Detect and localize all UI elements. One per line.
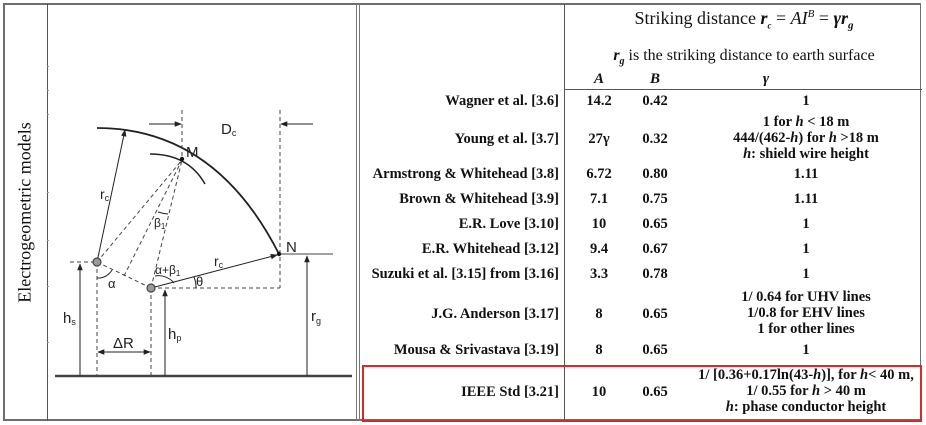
formula-rc: rc (760, 8, 772, 31)
value-b: 0.42 (642, 93, 668, 109)
value-b: 0.78 (642, 266, 668, 282)
value-gamma: 1 for h < 18 m 444/(462-h) for h >18 m h… (690, 114, 922, 162)
striking-arc-small (149, 153, 206, 185)
diagram-table-divider-inner (359, 4, 360, 421)
tick-mark (47, 286, 49, 287)
value-gamma: 1/ [0.36+0.17ln(43-h)], for h< 40 m, 1/ … (690, 367, 922, 415)
tick-mark (47, 192, 49, 193)
tick-mark (47, 66, 49, 67)
s-to-m-line (96, 159, 183, 263)
value-a: 9.4 (589, 241, 609, 257)
rc-arrow-phase (150, 253, 278, 289)
gamma-line: 444/(462-h) for h >18 m (733, 130, 879, 146)
side-label-text: Electrogeometric models (15, 122, 35, 303)
value-a: 6.72 (586, 166, 612, 182)
gamma-line: 1/ 0.55 for h > 40 m (746, 383, 866, 399)
value-gamma: 1/ 0.64 for UHV lines 1/0.8 for EHV line… (741, 289, 871, 337)
rc-arrow-shield (96, 129, 127, 263)
m-label: M (186, 144, 199, 161)
beta1-label: β1 (154, 216, 166, 231)
model-name: J.G. Anderson [3.17] (431, 306, 559, 322)
name-value-divider (564, 4, 565, 421)
side-label: Electrogeometric models (4, 4, 47, 421)
value-b: 0.65 (642, 216, 668, 232)
value-a: 27γ (588, 131, 610, 147)
model-name: E.R. Love [3.10] (458, 216, 559, 232)
formula-ai: AIB (790, 8, 815, 28)
highlight-box-ieee (362, 365, 922, 422)
value-b: 0.80 (642, 166, 668, 182)
model-name: IEEE Std [3.21] (461, 384, 559, 400)
diagram-table-divider-outer (356, 4, 357, 421)
model-name: Wagner et al. [3.6] (445, 93, 559, 109)
value-b: 0.65 (642, 342, 668, 358)
delta-r-label: ΔR (113, 335, 134, 352)
value-b: 0.32 (642, 131, 668, 147)
value-gamma: 1.11 (793, 191, 819, 207)
hp-label: hp (168, 326, 181, 343)
value-a: 10 (591, 216, 607, 232)
value-b: 0.75 (642, 191, 668, 207)
value-a: 10 (591, 384, 607, 400)
label-column-divider (47, 4, 48, 421)
alpha-beta1-label: α+β1 (155, 263, 181, 278)
alpha-beta-arc (154, 275, 175, 284)
p-to-m-line (150, 159, 183, 289)
alpha-arc (96, 269, 113, 279)
gamma-line: 1 for h < 18 m (762, 114, 850, 130)
dc-label: Dc (221, 121, 237, 138)
rg-label: rg (311, 308, 321, 326)
beta1-arc (157, 211, 169, 215)
model-name: Armstrong & Whitehead [3.8] (372, 166, 559, 182)
alpha-label: α (108, 276, 116, 291)
phase-conductor-node (146, 283, 156, 293)
column-header-a: A (593, 71, 604, 87)
s-to-p-line (96, 261, 152, 289)
model-name: Brown & Whitehead [3.9] (399, 191, 559, 207)
formula-gamma-rg: γrg (833, 8, 854, 32)
gamma-line: 1/ [0.36+0.17ln(43-h)], for h< 40 m, (698, 367, 914, 383)
header-rg-definition: rg is the striking distance to earth sur… (613, 47, 875, 68)
column-header-gamma: γ (762, 71, 770, 87)
value-a: 14.2 (586, 93, 612, 109)
theta-arc (193, 276, 197, 289)
value-gamma: 1 (802, 342, 810, 358)
model-name: Mousa & Srivastava [3.19] (393, 342, 559, 358)
tick-mark (47, 90, 49, 91)
point-n (276, 251, 282, 257)
tick-mark (47, 342, 49, 343)
egm-diagram: Dc M N rc rc β1 α+β1 α θ hs hp rg ΔR (55, 110, 352, 378)
rc-label-right: rc (214, 253, 224, 270)
shield-wire-node (92, 257, 102, 267)
tick-mark (47, 114, 49, 115)
column-header-b: B (649, 71, 660, 87)
value-a: 8 (595, 342, 603, 358)
model-name: Suzuki et al. [3.15] from [3.16] (371, 266, 559, 282)
value-a: 7.1 (589, 191, 609, 207)
theta-label: θ (196, 274, 203, 289)
n-label: N (286, 239, 297, 256)
rc-label-left: rc (100, 186, 110, 203)
point-m (179, 156, 185, 162)
value-gamma: 1 (802, 216, 810, 232)
value-gamma: 1 (802, 93, 810, 109)
model-name: Young et al. [3.7] (454, 131, 559, 147)
value-gamma: 1.11 (793, 166, 819, 182)
value-a: 3.3 (589, 266, 609, 282)
perpendicular-to-m-line (123, 159, 183, 277)
header-underline (564, 89, 922, 90)
value-b: 0.65 (642, 384, 668, 400)
value-b: 0.67 (642, 241, 668, 257)
header-formula: Striking distance rc = AIB = γrg (634, 8, 854, 32)
hs-label: hs (63, 310, 76, 327)
value-b: 0.65 (642, 306, 668, 322)
model-name: E.R. Whitehead [3.12] (421, 241, 559, 257)
value-gamma: 1 (802, 266, 810, 282)
value-a: 8 (595, 306, 603, 322)
value-gamma: 1 (802, 241, 810, 257)
gamma-line: h: shield wire height (743, 146, 869, 162)
gamma-line: h: phase conductor height (725, 399, 887, 415)
rg-symbol: rg (613, 47, 625, 68)
tick-mark (47, 240, 49, 241)
